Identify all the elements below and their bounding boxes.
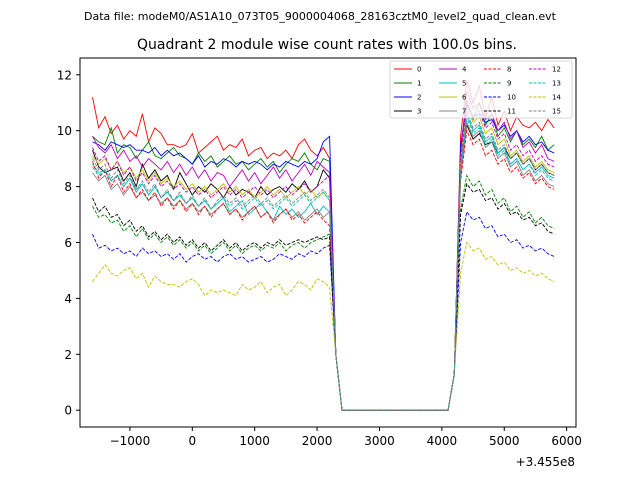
legend-label-7: 7 xyxy=(462,108,466,116)
legend-label-5: 5 xyxy=(462,80,466,88)
series-line-15 xyxy=(92,110,555,411)
legend-label-8: 8 xyxy=(507,66,511,74)
y-tick-label: 4 xyxy=(64,292,72,306)
x-tick-label: 6000 xyxy=(551,434,582,448)
legend-label-0: 0 xyxy=(417,66,421,74)
series-line-0 xyxy=(92,80,555,411)
series-line-7 xyxy=(92,120,555,411)
x-tick-label: 3000 xyxy=(364,434,395,448)
series-line-8 xyxy=(92,129,555,411)
legend-label-1: 1 xyxy=(417,80,421,88)
data-file-suptitle: Data file: modeM0/AS1A10_073T05_90000040… xyxy=(84,10,557,23)
series-line-11 xyxy=(92,182,555,411)
plot-area: −1000 0 1000 2000 3000 4000 5000 6000 024681012… xyxy=(57,57,582,469)
legend-label-11: 11 xyxy=(507,108,516,116)
series-line-9 xyxy=(92,174,555,411)
series-line-3 xyxy=(92,123,555,411)
y-tick-label: 0 xyxy=(64,404,72,418)
series-line-13 xyxy=(92,116,555,411)
x-tick-label: 2000 xyxy=(302,434,333,448)
legend-label-6: 6 xyxy=(462,94,467,102)
x-offset-label: +3.455e8 xyxy=(516,455,575,469)
series-line-12 xyxy=(92,101,555,411)
series-line-14 xyxy=(92,241,555,411)
x-tick-label: 0 xyxy=(188,434,196,448)
legend-label-9: 9 xyxy=(507,80,511,88)
legend-label-14: 14 xyxy=(552,94,561,102)
y-tick-label: 12 xyxy=(57,68,72,82)
x-tick-label: 4000 xyxy=(427,434,458,448)
legend-label-4: 4 xyxy=(462,66,467,74)
series-layer xyxy=(92,80,555,411)
x-tick-label: 1000 xyxy=(239,434,270,448)
y-axis: 0 2 4 6 8 10 12 xyxy=(57,68,80,418)
legend-label-2: 2 xyxy=(417,94,421,102)
x-tick-label: 5000 xyxy=(489,434,520,448)
y-tick-label: 6 xyxy=(64,236,72,250)
x-tick-label: −1000 xyxy=(110,434,151,448)
y-tick-label: 10 xyxy=(57,124,72,138)
series-line-2 xyxy=(92,104,555,411)
legend-label-3: 3 xyxy=(417,108,421,116)
x-axis: −1000 0 1000 2000 3000 4000 5000 6000 xyxy=(110,427,582,448)
legend-frame xyxy=(389,60,573,119)
series-line-10 xyxy=(92,210,555,411)
y-tick-label: 8 xyxy=(64,180,72,194)
y-tick-label: 2 xyxy=(64,348,72,362)
legend-label-15: 15 xyxy=(552,108,561,116)
series-line-5 xyxy=(92,113,555,411)
chart-title: Quadrant 2 module wise count rates with … xyxy=(137,37,517,53)
legend-label-10: 10 xyxy=(507,94,516,102)
legend-label-12: 12 xyxy=(552,66,561,74)
legend-label-13: 13 xyxy=(552,80,561,88)
